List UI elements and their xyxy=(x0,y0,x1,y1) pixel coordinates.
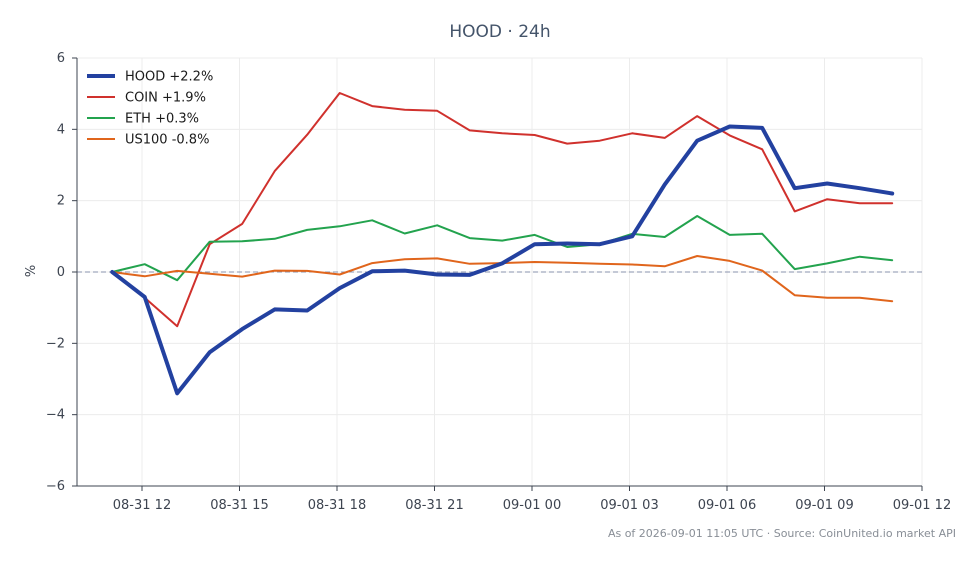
y-tick-label: 4 xyxy=(57,122,65,137)
y-tick-label: 6 xyxy=(57,51,65,66)
x-tick-label: 09-01 03 xyxy=(600,498,658,513)
legend-label-coin: COIN +1.9% xyxy=(125,91,206,106)
x-tick-label: 09-01 09 xyxy=(795,498,853,513)
source-footer: As of 2026-09-01 11:05 UTC · Source: Coi… xyxy=(608,527,956,540)
x-tick-label: 08-31 15 xyxy=(210,498,268,513)
grid xyxy=(77,57,923,487)
series-line-coin xyxy=(111,92,894,328)
y-axis-ticks: −6 −4 −2 0 2 4 6 xyxy=(46,51,77,494)
x-tick-label: 09-01 12 xyxy=(893,498,951,513)
x-tick-label: 09-01 00 xyxy=(503,498,561,513)
y-tick-label: 2 xyxy=(57,194,65,209)
legend-label-us100: US100 -0.8% xyxy=(125,133,209,148)
legend: HOOD +2.2% COIN +1.9% ETH +0.3% US100 -0.8% xyxy=(87,70,213,148)
series-lines xyxy=(110,92,895,396)
y-axis-label: % xyxy=(24,265,39,277)
x-tick-label: 08-31 18 xyxy=(308,498,366,513)
y-tick-label: −2 xyxy=(46,336,65,351)
series-line-hood xyxy=(110,124,895,396)
legend-label-hood: HOOD +2.2% xyxy=(125,70,213,85)
x-tick-label: 08-31 21 xyxy=(405,498,463,513)
legend-label-eth: ETH +0.3% xyxy=(125,112,199,127)
x-tick-label: 09-01 06 xyxy=(698,498,756,513)
x-tick-label: 08-31 12 xyxy=(113,498,171,513)
y-tick-label: −4 xyxy=(46,408,65,423)
y-tick-label: 0 xyxy=(57,265,65,280)
y-tick-label: −6 xyxy=(46,479,65,494)
series-line-eth xyxy=(111,215,894,282)
chart-title: HOOD · 24h xyxy=(449,22,550,42)
x-axis-ticks: 08-31 12 08-31 15 08-31 18 08-31 21 09-01 00… xyxy=(113,486,951,513)
